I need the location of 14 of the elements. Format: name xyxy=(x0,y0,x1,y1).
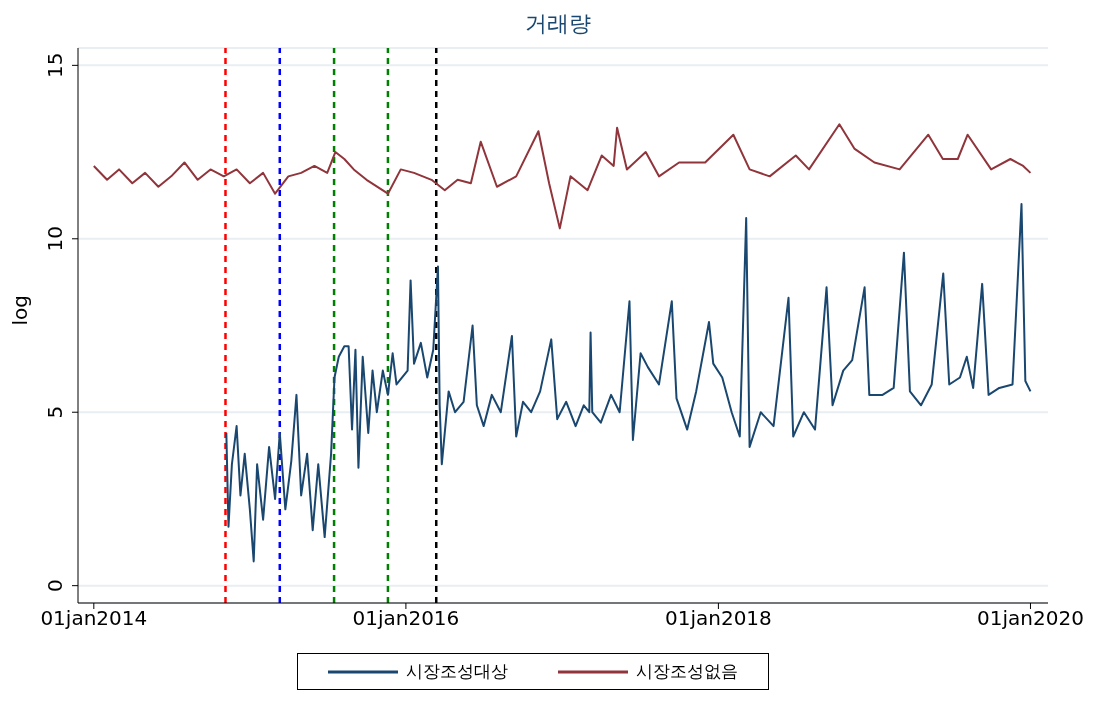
x-tick-label: 01jan2014 xyxy=(40,606,148,631)
x-tick-label: 01jan2018 xyxy=(664,606,772,631)
y-tick-label: 0 xyxy=(43,579,67,593)
x-tick-label: 01jan2020 xyxy=(977,606,1084,631)
legend-label: 시장조성대상 xyxy=(406,660,508,683)
legend-label: 시장조성없음 xyxy=(636,660,738,683)
y-tick-label: 5 xyxy=(43,405,67,419)
y-tick-label: 15 xyxy=(43,52,67,79)
x-tick-label: 01jan2016 xyxy=(352,606,460,631)
y-axis-title: log xyxy=(8,295,33,326)
y-tick-label: 10 xyxy=(43,226,67,252)
line-series xyxy=(92,123,1032,230)
chart-title: 거래량 xyxy=(524,10,592,38)
line-series xyxy=(225,203,1032,563)
